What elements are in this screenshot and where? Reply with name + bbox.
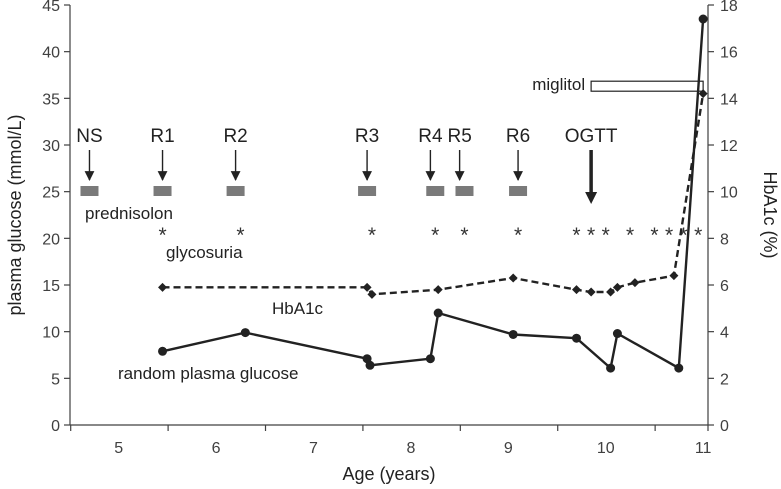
event-label: R1 xyxy=(150,126,174,147)
x-tick-label: 8 xyxy=(406,440,415,457)
x-tick-label: 5 xyxy=(114,440,123,457)
right-y-tick-label: 6 xyxy=(720,278,729,295)
left-y-tick-label: 35 xyxy=(42,91,60,108)
right-y-axis-title: HbA1c (%) xyxy=(760,171,780,258)
left-y-tick-label: 30 xyxy=(42,138,60,155)
right-y-tick-label: 18 xyxy=(720,0,738,15)
right-y-tick-label: 16 xyxy=(720,45,738,62)
left-y-tick-label: 20 xyxy=(42,231,60,248)
glycosuria-label: glycosuria xyxy=(166,243,243,262)
hba1c-point xyxy=(362,282,372,292)
hba1c-point xyxy=(630,278,640,288)
left-y-tick-label: 0 xyxy=(51,418,60,435)
event-label: R3 xyxy=(355,126,379,147)
prednisolon-bars xyxy=(80,186,528,196)
glucose-point xyxy=(606,363,616,373)
left-y-tick-label: 40 xyxy=(42,45,60,62)
glycosuria-mark: * xyxy=(587,224,595,247)
prednisolon-label: prednisolon xyxy=(85,204,173,223)
glucose-point xyxy=(240,328,250,338)
hba1c-point xyxy=(367,289,377,299)
right-y-tick-label: 0 xyxy=(720,418,729,435)
miglitol-label: miglitol xyxy=(532,75,585,94)
prednisolon-bar xyxy=(153,186,172,196)
event-label: NS xyxy=(76,126,102,147)
right-y-tick-label: 2 xyxy=(720,371,729,388)
glucose-point xyxy=(698,14,708,24)
event-arrowhead xyxy=(585,192,598,204)
series xyxy=(158,14,708,373)
hba1c-point xyxy=(572,285,582,295)
prednisolon-bar xyxy=(426,186,445,196)
glucose-point xyxy=(674,363,684,373)
event-label: OGTT xyxy=(565,126,618,147)
glucose-point xyxy=(572,333,582,343)
glycosuria-mark: * xyxy=(236,224,244,247)
event-markers: NS R1 R2 R3 R4 R5 R6 OGTT xyxy=(76,126,618,204)
glycosuria-mark: * xyxy=(514,224,522,247)
glycosuria-mark: * xyxy=(572,224,580,247)
glycosuria-mark: * xyxy=(431,224,439,247)
right-y-ticks: 0 2 4 6 8 10 12 14 16 18 xyxy=(708,0,738,435)
left-y-tick-label: 25 xyxy=(42,185,60,202)
x-axis-title: Age (years) xyxy=(342,464,435,484)
glucose-point xyxy=(612,329,622,339)
hba1c-point xyxy=(698,89,708,99)
glycosuria-mark: * xyxy=(158,224,166,247)
event-label: R6 xyxy=(506,126,530,147)
hba1c-point xyxy=(606,287,616,297)
prednisolon-bar xyxy=(358,186,377,196)
left-y-tick-label: 10 xyxy=(42,325,60,342)
event-label: R5 xyxy=(447,126,471,147)
x-tick-label: 11 xyxy=(695,440,712,457)
prednisolon-bar xyxy=(455,186,474,196)
event-label: R4 xyxy=(418,126,443,147)
hba1c-point xyxy=(158,282,168,292)
right-y-tick-label: 10 xyxy=(720,185,738,202)
hba1c-point xyxy=(433,285,443,295)
glycosuria-mark: * xyxy=(665,224,673,247)
hba1c-point xyxy=(586,287,596,297)
glycosuria-marks: * * * * * * * * * * * * * * xyxy=(158,224,702,247)
glucose-label: random plasma glucose xyxy=(118,364,298,383)
glucose-point xyxy=(365,360,375,370)
x-tick-label: 10 xyxy=(597,440,615,457)
hba1c-point xyxy=(508,273,518,283)
glycosuria-mark: * xyxy=(694,224,702,247)
glycosuria-mark: * xyxy=(368,224,376,247)
event-label: R2 xyxy=(223,126,247,147)
glucose-point xyxy=(433,308,443,318)
left-y-tick-label: 5 xyxy=(51,371,60,388)
glucose-line xyxy=(162,18,705,371)
right-y-tick-label: 8 xyxy=(720,231,729,248)
glucose-point xyxy=(508,329,518,339)
prednisolon-bar xyxy=(509,186,528,196)
left-y-tick-label: 15 xyxy=(42,278,60,295)
glycosuria-mark: * xyxy=(626,224,634,247)
right-y-tick-label: 12 xyxy=(720,138,738,155)
glycosuria-mark: * xyxy=(460,224,468,247)
glycosuria-mark: * xyxy=(602,224,610,247)
hba1c-label: HbA1c xyxy=(272,299,324,318)
glycosuria-mark: * xyxy=(650,224,658,247)
glucose-point xyxy=(425,354,435,364)
prednisolon-bar xyxy=(226,186,245,196)
left-y-tick-label: 45 xyxy=(42,0,60,15)
right-y-tick-label: 4 xyxy=(720,325,729,342)
x-tick-label: 7 xyxy=(309,440,318,457)
right-y-tick-label: 14 xyxy=(720,91,738,108)
x-ticks: 5 6 7 8 9 10 11 xyxy=(70,425,712,457)
prednisolon-bar xyxy=(80,186,99,196)
glucose-point xyxy=(158,346,168,356)
left-y-axis-title: plasma glucose (mmol/L) xyxy=(5,114,25,315)
hba1c-point xyxy=(669,271,679,281)
hba1c-point xyxy=(612,282,622,292)
x-tick-label: 6 xyxy=(212,440,221,457)
miglitol-bar xyxy=(590,80,704,92)
glycosuria-mark: * xyxy=(680,224,688,247)
left-y-ticks: 0 5 10 15 20 25 30 35 40 45 xyxy=(42,0,70,435)
x-tick-label: 9 xyxy=(504,440,513,457)
